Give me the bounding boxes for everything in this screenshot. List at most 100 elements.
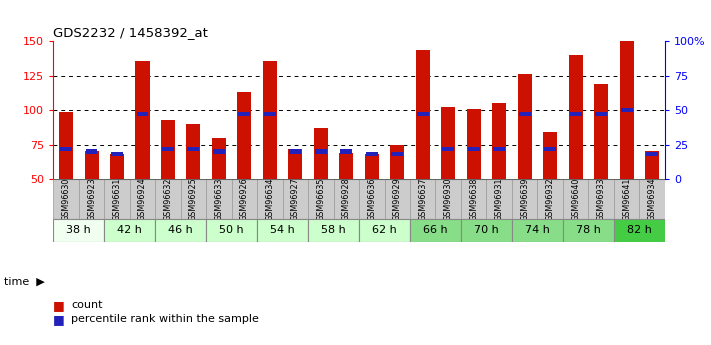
Bar [359, 219, 410, 242]
Bar [442, 147, 454, 151]
Bar [390, 145, 405, 179]
Bar [289, 149, 301, 154]
Text: GSM96631: GSM96631 [112, 177, 122, 221]
Text: GSM96929: GSM96929 [392, 177, 402, 221]
Bar [155, 179, 181, 219]
Text: GSM96640: GSM96640 [571, 177, 580, 221]
Text: 38 h: 38 h [66, 225, 91, 235]
Bar [308, 219, 359, 242]
Bar [563, 219, 614, 242]
Bar [60, 147, 72, 151]
Text: 82 h: 82 h [627, 225, 652, 235]
Bar [137, 112, 149, 116]
Text: GSM96633: GSM96633 [215, 177, 223, 221]
Text: GSM96933: GSM96933 [597, 177, 606, 221]
Text: GSM96925: GSM96925 [189, 177, 198, 221]
Text: time  ▶: time ▶ [4, 276, 44, 286]
Text: GSM96934: GSM96934 [648, 177, 656, 221]
Bar [315, 149, 327, 154]
Bar [543, 132, 557, 179]
Bar [461, 219, 512, 242]
Bar [410, 179, 435, 219]
Bar [333, 179, 359, 219]
Text: 78 h: 78 h [576, 225, 601, 235]
Bar [155, 219, 206, 242]
Text: GSM96928: GSM96928 [342, 177, 351, 221]
Bar [466, 109, 481, 179]
Bar [339, 153, 353, 179]
Bar [614, 219, 665, 242]
Text: GSM96632: GSM96632 [164, 177, 173, 221]
Bar [391, 152, 403, 156]
Text: GSM96923: GSM96923 [87, 177, 96, 221]
Bar [341, 149, 352, 154]
Bar [237, 92, 252, 179]
Bar [111, 152, 123, 156]
Bar [646, 152, 658, 156]
Text: GSM96926: GSM96926 [240, 177, 249, 221]
Text: 46 h: 46 h [169, 225, 193, 235]
Text: GSM96638: GSM96638 [469, 177, 479, 221]
Bar [206, 179, 232, 219]
Bar [569, 55, 582, 179]
Bar [105, 179, 129, 219]
Bar [188, 147, 199, 151]
Bar [595, 112, 607, 116]
Text: GSM96641: GSM96641 [622, 177, 631, 221]
Text: GSM96931: GSM96931 [495, 177, 503, 221]
Bar [570, 112, 582, 116]
Text: 54 h: 54 h [270, 225, 295, 235]
Text: GSM96932: GSM96932 [545, 177, 555, 221]
Text: GSM96637: GSM96637 [418, 177, 427, 221]
Bar [645, 151, 659, 179]
Text: ■: ■ [53, 299, 65, 312]
Text: 70 h: 70 h [474, 225, 499, 235]
Bar [614, 179, 639, 219]
Bar [518, 75, 532, 179]
Bar [59, 111, 73, 179]
Text: GSM96639: GSM96639 [520, 177, 529, 221]
Bar [468, 147, 480, 151]
Bar [232, 179, 257, 219]
Bar [79, 179, 105, 219]
Bar [85, 151, 99, 179]
Bar [136, 61, 149, 179]
Bar [365, 154, 379, 179]
Bar [181, 179, 206, 219]
Bar [308, 179, 333, 219]
Text: GSM96636: GSM96636 [368, 177, 376, 221]
Text: GDS2232 / 1458392_at: GDS2232 / 1458392_at [53, 26, 208, 39]
Bar [53, 179, 79, 219]
Bar [53, 219, 105, 242]
Text: 42 h: 42 h [117, 225, 142, 235]
Text: ■: ■ [53, 313, 65, 326]
Bar [105, 219, 155, 242]
Bar [639, 179, 665, 219]
Bar [264, 112, 276, 116]
Bar [314, 128, 328, 179]
Text: 62 h: 62 h [372, 225, 397, 235]
Bar [442, 107, 455, 179]
Bar [512, 219, 563, 242]
Text: GSM96630: GSM96630 [62, 177, 70, 221]
Text: GSM96635: GSM96635 [316, 177, 326, 221]
Bar [416, 50, 429, 179]
Bar [257, 179, 283, 219]
Bar [544, 147, 556, 151]
Bar [519, 112, 530, 116]
Bar [417, 112, 429, 116]
Bar [512, 179, 538, 219]
Bar [486, 179, 512, 219]
Bar [212, 138, 226, 179]
Bar [619, 41, 634, 179]
Bar [435, 179, 461, 219]
Bar [161, 120, 175, 179]
Text: 74 h: 74 h [525, 225, 550, 235]
Bar [129, 179, 155, 219]
Text: 66 h: 66 h [423, 225, 448, 235]
Text: 58 h: 58 h [321, 225, 346, 235]
Bar [263, 61, 277, 179]
Bar [589, 179, 614, 219]
Bar [257, 219, 308, 242]
Bar [538, 179, 563, 219]
